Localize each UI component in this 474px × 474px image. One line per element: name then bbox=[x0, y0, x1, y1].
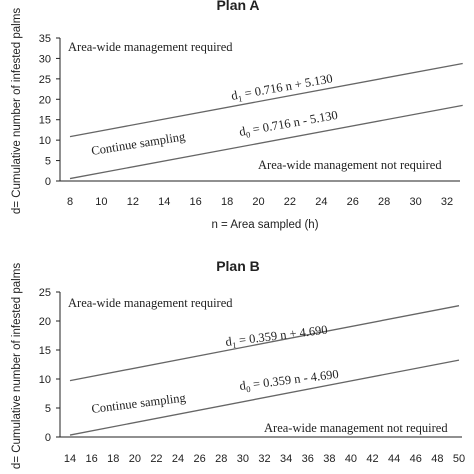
plan-a-eq-d0: d0 = 0.716 n - 5.130 bbox=[238, 108, 339, 141]
plan-b-x-tick-label: 30 bbox=[237, 453, 249, 465]
plan-b-x-tick-label: 16 bbox=[85, 453, 97, 465]
plan-b-x-tick-label: 46 bbox=[410, 453, 422, 465]
plan-a-x-tick-label: 28 bbox=[378, 196, 390, 208]
plan-a-x-ticks: 8 10 12 14 16 18 20 22 24 26 28 30 32 bbox=[67, 196, 453, 208]
plan-a-y-ticks: 0 5 10 15 20 25 30 35 bbox=[39, 33, 60, 188]
plan-b-y-tick-label: 15 bbox=[39, 345, 51, 357]
plan-a-x-tick-label: 20 bbox=[252, 196, 264, 208]
plan-b-x-tick-label: 28 bbox=[215, 453, 227, 465]
plan-a-x-tick-label: 12 bbox=[127, 196, 139, 208]
plan-a-lines bbox=[69, 62, 463, 180]
plan-a-y-tick-label: 5 bbox=[45, 156, 51, 168]
plan-b-x-tick-label: 34 bbox=[280, 453, 292, 465]
plan-b-x-tick-label: 42 bbox=[366, 453, 378, 465]
plan-a-ylabel: d= Cumulative number of infested palms bbox=[11, 8, 23, 214]
plan-a-x-tick-label: 32 bbox=[441, 196, 453, 208]
plan-b-y-tick-label: 20 bbox=[39, 316, 51, 328]
plan-b-x-tick-label: 22 bbox=[150, 453, 162, 465]
plan-b-ylabel: d= Cumulative number of infested palms bbox=[11, 263, 23, 469]
plan-b-eq-d1: d1 = 0.359 n + 4.690 bbox=[225, 323, 329, 351]
plan-b-line-d0 bbox=[69, 359, 460, 436]
plan-a-y-tick-label: 20 bbox=[39, 94, 51, 106]
plan-b-axes bbox=[59, 292, 462, 438]
plan-a-x-tick-label: 10 bbox=[95, 196, 107, 208]
plan-a-x-tick-label: 26 bbox=[347, 196, 359, 208]
plan-b-lines bbox=[69, 305, 460, 436]
plan-b-y-tick-label: 25 bbox=[39, 287, 51, 299]
plan-a-line-d0 bbox=[69, 104, 463, 180]
plan-a-y-tick-label: 25 bbox=[39, 74, 51, 86]
plan-b-y-tick-label: 0 bbox=[45, 432, 51, 444]
plan-b-x-tick-label: 40 bbox=[345, 453, 357, 465]
plan-b-y-tick-label: 10 bbox=[39, 374, 51, 386]
plan-b-region-upper: Area-wide management required bbox=[68, 296, 233, 310]
plan-b-y-tick-label: 5 bbox=[45, 403, 51, 415]
plan-b-x-tick-label: 50 bbox=[453, 453, 465, 465]
plan-a-y-tick-label: 35 bbox=[39, 33, 51, 45]
plan-b-x-tick-label: 26 bbox=[194, 453, 206, 465]
plan-a-x-tick-label: 30 bbox=[409, 196, 421, 208]
plan-a-x-tick-label: 18 bbox=[221, 196, 233, 208]
plan-a-y-tick-label: 30 bbox=[39, 53, 51, 65]
plan-a-title: Plan A bbox=[216, 0, 259, 13]
plan-b-y-ticks: 0 5 10 15 20 25 bbox=[39, 287, 60, 444]
plan-a-chart: Plan A d= Cumulative number of infested … bbox=[11, 0, 463, 231]
plan-b-x-tick-label: 38 bbox=[323, 453, 335, 465]
plan-a-line-d1 bbox=[69, 62, 463, 138]
plan-b-x-tick-label: 24 bbox=[172, 453, 184, 465]
plan-b-title: Plan B bbox=[216, 258, 260, 274]
plan-a-x-tick-label: 22 bbox=[284, 196, 296, 208]
plan-a-y-tick-label: 10 bbox=[39, 135, 51, 147]
plan-b-chart: Plan B d= Cumulative number of infested … bbox=[11, 258, 465, 469]
plan-a-y-tick-label: 0 bbox=[45, 176, 51, 188]
plan-b-x-ticks: 14 16 18 20 22 24 26 28 30 32 34 36 38 40 42 44 46 48 50 bbox=[64, 453, 465, 465]
plan-a-xlabel: n = Area sampled (h) bbox=[211, 219, 318, 231]
plan-b-x-tick-label: 44 bbox=[388, 453, 400, 465]
plan-b-x-tick-label: 36 bbox=[302, 453, 314, 465]
plan-a-eq-d1: d1 = 0.716 n + 5.130 bbox=[230, 71, 334, 105]
plan-b-x-tick-label: 20 bbox=[129, 453, 141, 465]
plan-b-x-tick-label: 32 bbox=[258, 453, 270, 465]
plan-a-region-middle: Continue sampling bbox=[90, 129, 187, 158]
plan-a-y-tick-label: 15 bbox=[39, 115, 51, 127]
plan-b-region-lower: Area-wide management not required bbox=[264, 421, 448, 435]
plan-b-x-tick-label: 18 bbox=[107, 453, 119, 465]
plan-a-region-lower: Area-wide management not required bbox=[258, 158, 442, 172]
plan-a-x-tick-label: 24 bbox=[315, 196, 327, 208]
plan-b-region-middle: Continue sampling bbox=[91, 390, 188, 416]
plan-a-x-tick-label: 14 bbox=[158, 196, 170, 208]
plan-b-eq-d0: d0 = 0.359 n - 4.690 bbox=[239, 367, 340, 395]
plan-b-x-tick-label: 14 bbox=[64, 453, 76, 465]
plan-b-x-tick-label: 48 bbox=[431, 453, 443, 465]
plan-a-x-tick-label: 8 bbox=[67, 196, 73, 208]
plan-b-line-d1 bbox=[69, 305, 460, 382]
plan-a-region-upper: Area-wide management required bbox=[68, 40, 233, 54]
plan-a-x-tick-label: 16 bbox=[190, 196, 202, 208]
